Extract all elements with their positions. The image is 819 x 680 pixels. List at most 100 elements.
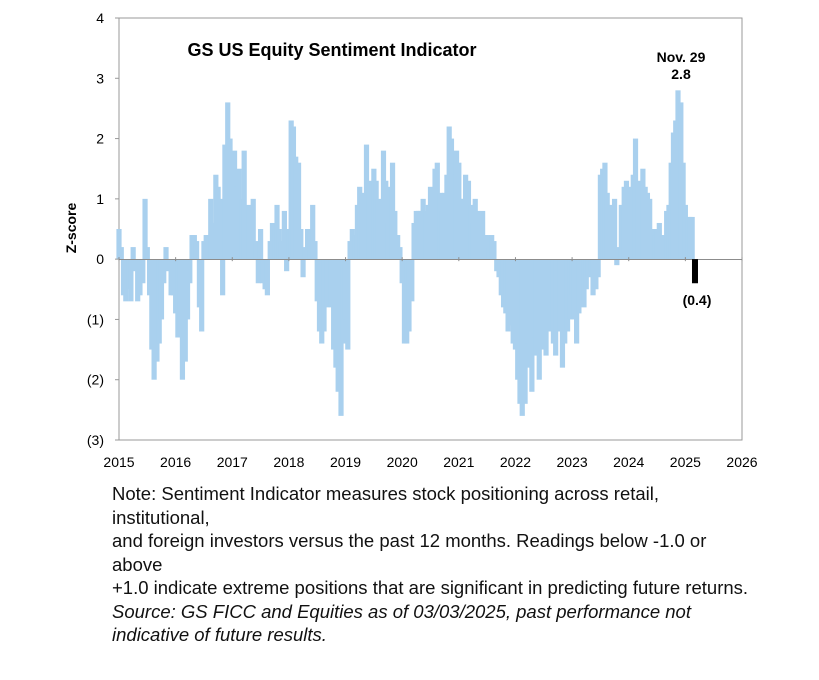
bar xyxy=(366,180,372,260)
source-line: indicative of future results. xyxy=(112,624,327,645)
chart-title: GS US Equity Sentiment Indicator xyxy=(187,40,476,60)
note-line: and foreign investors versus the past 12… xyxy=(112,530,707,551)
bar xyxy=(477,222,483,260)
bar xyxy=(217,198,223,260)
bar xyxy=(420,198,426,260)
bar xyxy=(184,259,191,320)
bar xyxy=(278,241,285,260)
bar xyxy=(611,198,618,260)
annotation-peak-value: 2.8 xyxy=(671,66,691,82)
y-axis-ticks: (3) (2) (1) 0 1 2 3 4 xyxy=(87,10,119,448)
y-tick-label: (2) xyxy=(87,372,104,388)
bar xyxy=(363,144,370,260)
bar xyxy=(253,241,259,260)
bar xyxy=(179,259,186,380)
chart-notes: Note: Sentiment Indicator measures stock… xyxy=(112,482,812,647)
x-tick-label: 2015 xyxy=(103,454,134,470)
note-line: institutional, xyxy=(112,506,210,528)
bar xyxy=(335,259,341,392)
bar xyxy=(118,247,124,260)
bar xyxy=(257,229,264,260)
x-tick-label: 2016 xyxy=(160,454,191,470)
y-tick-label: 0 xyxy=(96,251,104,267)
bar xyxy=(505,259,511,332)
bar xyxy=(491,241,497,260)
bar xyxy=(128,259,134,302)
bar xyxy=(298,229,304,260)
bar xyxy=(406,259,412,332)
note-line: +1.0 indicate extreme positions that are… xyxy=(112,577,749,598)
bar xyxy=(312,241,318,260)
note-line: Note: Sentiment Indicator measures stock… xyxy=(112,483,660,504)
source-line: Source: GS FICC and Equities as of 03/03… xyxy=(112,600,691,622)
bar xyxy=(647,198,653,260)
bar xyxy=(519,259,525,416)
bar xyxy=(595,259,601,278)
bar xyxy=(116,229,122,260)
bar xyxy=(689,216,695,260)
x-tick-label: 2018 xyxy=(273,454,304,470)
bar xyxy=(547,259,554,332)
bar xyxy=(281,210,287,260)
bar xyxy=(300,259,306,278)
bar xyxy=(632,138,639,260)
bar xyxy=(293,156,299,260)
y-tick-label: 1 xyxy=(96,191,104,207)
bar xyxy=(392,210,398,260)
bar xyxy=(661,235,667,260)
sentiment-chart: 2015 2016 2017 2018 2019 2020 2021 2022 2023 2024… xyxy=(63,10,758,470)
y-tick-label: 3 xyxy=(96,70,104,86)
bar xyxy=(321,259,327,332)
bar xyxy=(675,90,681,260)
bar xyxy=(480,210,486,260)
x-tick-label: 2025 xyxy=(670,454,701,470)
annotation-date: Nov. 29 xyxy=(657,49,706,65)
bar xyxy=(250,198,256,260)
bar xyxy=(409,259,415,302)
y-tick-label: (3) xyxy=(87,432,104,448)
bar xyxy=(448,138,455,260)
bar xyxy=(222,144,228,260)
bar xyxy=(378,222,384,260)
y-tick-label: 2 xyxy=(96,131,104,147)
bar xyxy=(241,150,247,260)
y-tick-label: 4 xyxy=(96,10,104,26)
latest-reading-bar xyxy=(691,259,698,284)
bar xyxy=(434,162,440,260)
x-tick-label: 2023 xyxy=(557,454,588,470)
bar xyxy=(165,259,171,272)
bar xyxy=(142,198,148,260)
bar xyxy=(533,259,540,356)
bar xyxy=(123,259,129,302)
note-line: above xyxy=(112,553,163,575)
bar xyxy=(137,259,143,296)
bar xyxy=(255,259,261,284)
bar xyxy=(345,259,351,350)
bar xyxy=(295,162,302,260)
y-axis-label: Z-score xyxy=(63,203,79,254)
bar xyxy=(130,247,136,260)
bar xyxy=(383,180,389,260)
x-tick-label: 2024 xyxy=(613,454,644,470)
bar xyxy=(199,259,205,332)
bar xyxy=(140,259,146,284)
bar xyxy=(604,192,610,260)
bars-group xyxy=(116,90,695,416)
bar xyxy=(484,235,490,260)
bar xyxy=(590,259,596,296)
bar xyxy=(310,204,316,260)
bar xyxy=(349,229,355,260)
bar xyxy=(187,259,193,284)
annotation-latest-value: (0.4) xyxy=(683,292,712,308)
bar xyxy=(158,259,165,320)
bar xyxy=(614,259,620,266)
x-tick-label: 2026 xyxy=(726,454,757,470)
bar xyxy=(193,241,200,260)
x-tick-label: 2022 xyxy=(500,454,531,470)
x-axis-ticks: 2015 2016 2017 2018 2019 2020 2021 2022 2023 2024… xyxy=(103,257,758,470)
bar xyxy=(562,259,568,344)
bar xyxy=(236,168,242,260)
bar xyxy=(395,235,401,260)
bar xyxy=(151,259,157,380)
bar xyxy=(324,259,330,308)
